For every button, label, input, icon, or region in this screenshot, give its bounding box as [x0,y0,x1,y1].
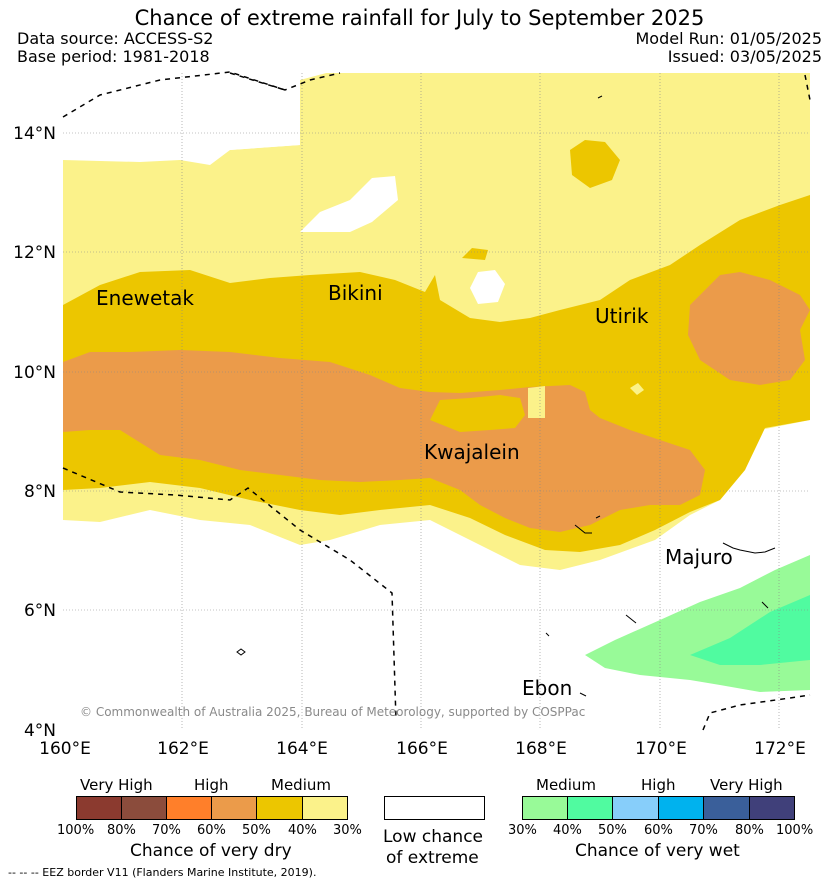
data-source-text: Data source: ACCESS-S2 [17,29,214,48]
place-bikini: Bikini [328,281,383,305]
latitude-labels: 14°N 12°N 10°N 8°N 6°N 4°N [13,124,56,741]
place-ebon: Ebon [522,676,572,700]
swatch-wet-40-50 [567,796,613,820]
legend-wet-very-high: Very High [710,776,783,794]
lon-label: 164°E [276,739,328,759]
wet-medium-high-region [690,595,810,665]
place-kwajalein: Kwajalein [424,440,520,464]
copyright-notice: © Commonwealth of Australia 2025, Bureau… [80,705,586,719]
dry-tick: 50% [242,823,271,838]
wet-tick: 40% [553,823,582,838]
dry-tick: 80% [107,823,136,838]
gold-hole-kwajalein [430,395,525,432]
place-majuro: Majuro [665,545,733,569]
lon-label: 160°E [39,739,91,759]
swatch-dry-80-70 [121,796,167,820]
swatch-dry-40-30 [302,796,348,820]
lon-label: 172°E [754,739,806,759]
dry-tick: 40% [288,823,317,838]
lat-label: 6°N [24,601,56,621]
swatch-low-chance [384,796,485,820]
chart-title: Chance of extreme rainfall for July to S… [134,6,705,30]
place-enewetak: Enewetak [96,286,194,310]
dry-tick: 60% [197,823,226,838]
source-info: Data source: ACCESS-S2 Base period: 1981… [17,30,213,66]
light-patch [528,386,545,418]
orange-region-east [688,272,810,385]
wet-tick: 60% [644,823,673,838]
swatch-dry-70-60 [166,796,212,820]
legend-dry-very-high: Very High [80,776,153,794]
lat-label: 8°N [24,482,56,502]
longitude-labels: 160°E 162°E 164°E 166°E 168°E 170°E 172°… [39,739,806,759]
wet-caption: Chance of very wet [575,841,740,861]
rainfall-map: 14°N 12°N 10°N 8°N 6°N 4°N 160°E 162°E 1… [13,71,811,759]
wet-tick: 100% [776,823,814,838]
swatch-wet-80-100 [749,796,795,820]
lon-label: 162°E [157,739,209,759]
lon-label: 168°E [515,739,567,759]
base-period-text: Base period: 1981-2018 [17,47,210,66]
lat-label: 4°N [24,721,56,741]
swatch-wet-30-40 [522,796,568,820]
wet-tick: 50% [598,823,627,838]
legend-wet-high: High [641,776,676,794]
dry-tick: 30% [333,823,362,838]
lat-label: 14°N [13,124,56,144]
low-chance-line2: of extreme [386,848,479,868]
map-fills [63,73,810,730]
swatch-dry-100-80 [76,796,122,820]
white-hole-2 [470,270,505,304]
legend-wet-medium: Medium [536,776,596,794]
legend-dry-medium: Medium [271,776,331,794]
lon-label: 166°E [396,739,448,759]
run-info: Model Run: 01/05/2025 Issued: 03/05/2025 [636,30,823,66]
swatch-dry-60-50 [211,796,257,820]
issued-text: Issued: 03/05/2025 [667,47,822,66]
atoll-outlines [236,95,776,697]
dry-tick: 100% [57,823,95,838]
light-patch-small [630,383,644,395]
wet-tick: 30% [508,823,537,838]
low-chance-line1: Low chance [383,827,483,847]
dry-caption: Chance of very dry [130,841,292,861]
lat-label: 12°N [13,243,56,263]
place-utirik: Utirik [595,304,649,328]
swatch-dry-50-40 [256,796,303,820]
swatch-wet-50-60 [612,796,659,820]
white-hole-1 [300,176,398,232]
gold-patch-small [462,248,488,260]
legend-dry-high: High [194,776,229,794]
wet-tick: 80% [735,823,764,838]
eez-border-note: -- -- -- EEZ border V11 (Flanders Marine… [8,866,317,879]
wet-tick: 70% [689,823,718,838]
dry-tick: 70% [152,823,181,838]
white-hole-3 [63,73,300,165]
model-run-text: Model Run: 01/05/2025 [635,29,823,48]
eez-border-lines [62,71,811,731]
lat-label: 10°N [13,363,56,383]
swatch-wet-60-70 [658,796,704,820]
swatch-wet-70-80 [703,796,750,820]
gold-patch-north [570,140,620,188]
place-labels: Enewetak Bikini Utirik Kwajalein Majuro … [96,281,733,700]
lon-label: 170°E [635,739,687,759]
